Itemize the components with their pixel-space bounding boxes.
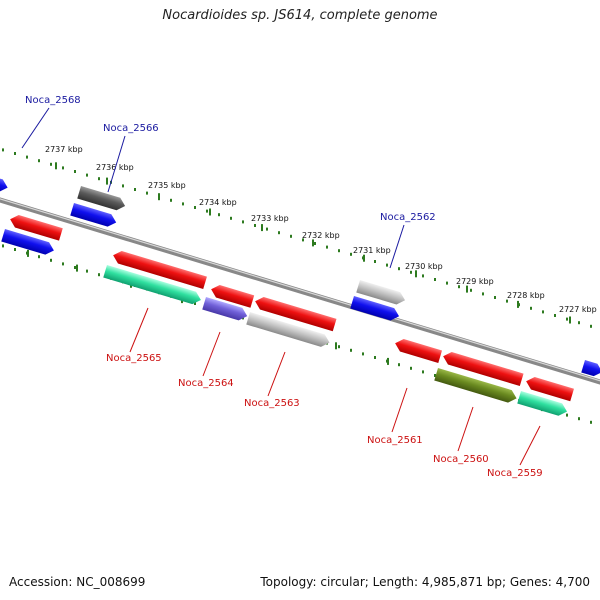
gene-arrow-cyan[interactable]: [517, 391, 569, 418]
gene-features: [0, 178, 600, 418]
tick-label: 2735 kbp: [148, 181, 186, 190]
gene-label[interactable]: Noca_2563: [244, 398, 300, 409]
tick-label: 2733 kbp: [251, 214, 289, 223]
gene-arrow-blue[interactable]: [350, 296, 401, 323]
gene-arrow-blue[interactable]: [581, 360, 600, 378]
gene-arrow-blue[interactable]: [0, 178, 9, 194]
gene-arrow-red[interactable]: [253, 295, 337, 332]
topology-summary: Topology: circular; Length: 4,985,871 bp…: [260, 575, 590, 589]
gene-arrow-darkgray[interactable]: [77, 186, 127, 212]
gene-labels: Noca_2568 Noca_2566 Noca_2562 Noca_2565 Noca…: [21, 95, 543, 479]
label-leader-line: [391, 387, 408, 433]
tick-label: 2731 kbp: [353, 246, 391, 255]
gene-arrow-purple[interactable]: [202, 297, 249, 322]
gene-label[interactable]: Noca_2560: [433, 454, 489, 465]
gene-arrow-red[interactable]: [111, 249, 207, 290]
label-leader-line: [129, 307, 149, 353]
gene-label[interactable]: Noca_2565: [106, 353, 162, 364]
gene-arrow-gray[interactable]: [246, 312, 331, 349]
gene-label[interactable]: Noca_2561: [367, 435, 423, 446]
tick-label: 2732 kbp: [302, 231, 340, 240]
gene-arrow-blue[interactable]: [70, 203, 118, 229]
label-leader-line: [202, 331, 221, 377]
tick-label: 2734 kbp: [199, 198, 237, 207]
label-leader-line: [21, 107, 50, 149]
backbone-line: [0, 197, 600, 385]
gene-arrow-red[interactable]: [524, 375, 574, 402]
label-leader-line: [457, 406, 474, 452]
genome-backbone: [0, 197, 600, 385]
gene-label[interactable]: Noca_2568: [25, 95, 81, 106]
gene-label[interactable]: Noca_2566: [103, 123, 159, 134]
gene-label[interactable]: Noca_2559: [487, 468, 543, 479]
label-leader-line: [107, 135, 126, 193]
map-title: Nocardioides sp. JS614, complete genome: [162, 8, 438, 23]
tick-label: 2729 kbp: [456, 277, 494, 286]
tick-label: 2730 kbp: [405, 262, 443, 271]
gene-arrow-cyan[interactable]: [103, 265, 203, 306]
gene-label[interactable]: Noca_2562: [380, 212, 436, 223]
tick-label: 2727 kbp: [559, 305, 597, 314]
label-leader-line: [389, 224, 405, 269]
label-leader-line: [267, 351, 286, 397]
gene-arrow-red[interactable]: [393, 337, 443, 363]
gene-arrow-red[interactable]: [441, 350, 524, 387]
tick-label: 2736 kbp: [96, 163, 134, 172]
gene-arrow-gray[interactable]: [356, 280, 407, 307]
tick-label: 2737 kbp: [45, 145, 83, 154]
backbone-highlight: [0, 198, 600, 382]
gene-label[interactable]: Noca_2564: [178, 378, 234, 389]
gene-arrow-blue[interactable]: [1, 229, 56, 257]
gene-arrow-red[interactable]: [209, 283, 255, 308]
gene-arrow-olive[interactable]: [434, 368, 518, 405]
accession-text: Accession: NC_008699: [9, 575, 146, 589]
label-leader-line: [519, 425, 541, 466]
tick-label: 2728 kbp: [507, 291, 545, 300]
gene-arrow-red[interactable]: [8, 213, 63, 241]
